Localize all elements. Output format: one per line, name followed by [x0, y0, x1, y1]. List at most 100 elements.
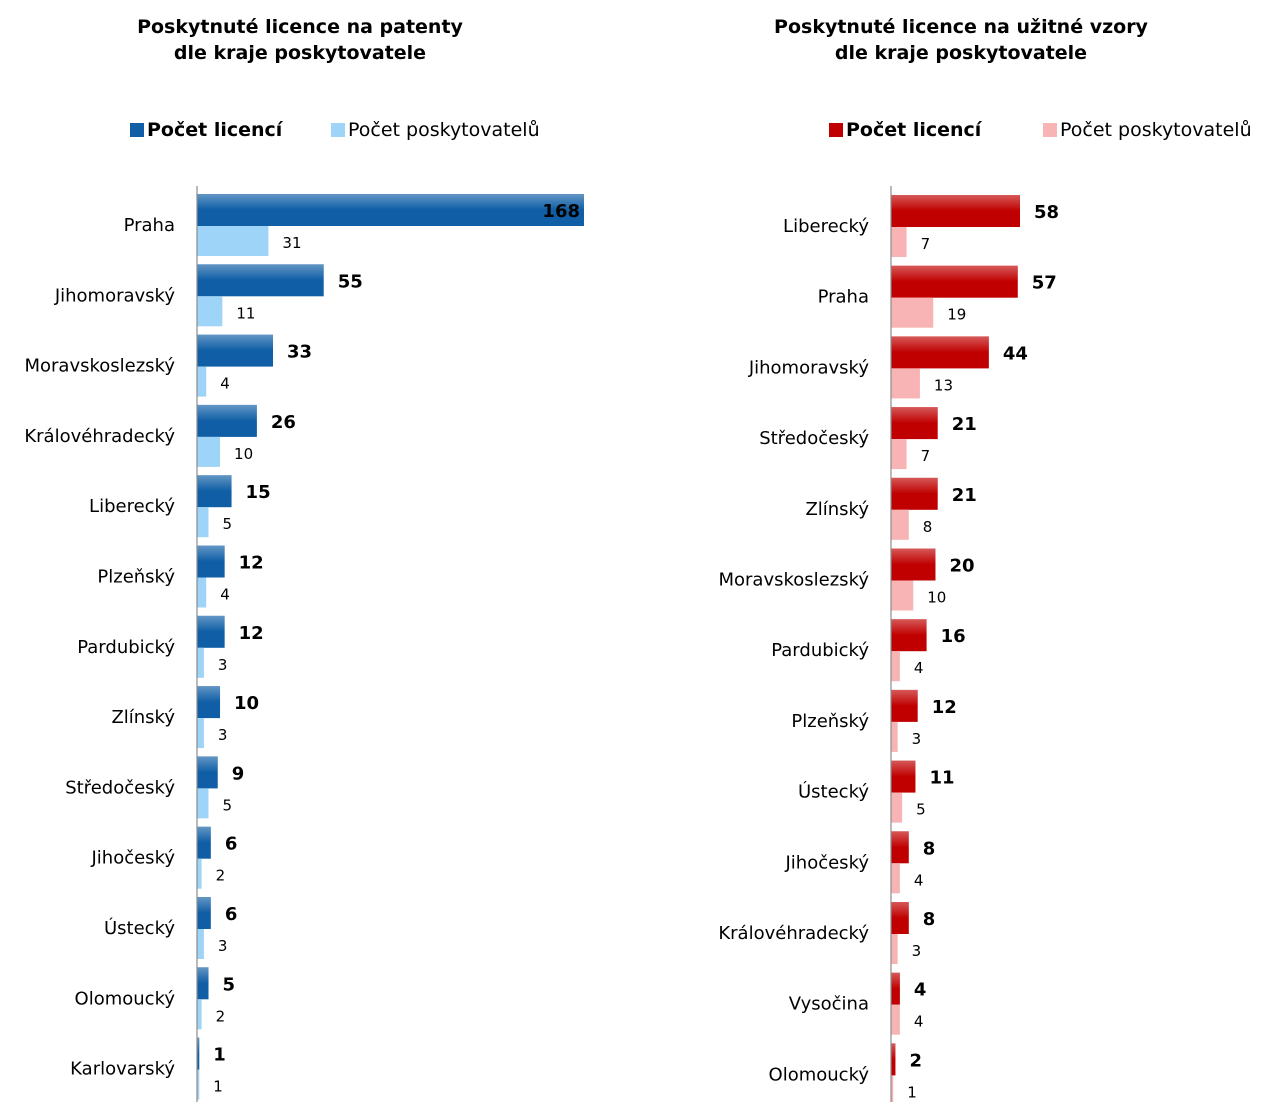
data-label-providers: 4: [220, 375, 230, 393]
data-label-licences: 6: [225, 834, 238, 855]
category-label: Ústecký: [104, 917, 175, 939]
category-label: Pardubický: [77, 637, 175, 658]
bar-shine: [197, 756, 218, 789]
data-label-providers: 7: [921, 447, 931, 465]
bar-providers: [891, 439, 907, 470]
bar-providers: [891, 509, 909, 540]
category-label: Plzeňský: [791, 711, 869, 732]
legend-swatch: [130, 123, 144, 137]
data-label-licences: 11: [929, 768, 954, 789]
legend-label: Počet poskytovatelů: [1060, 119, 1252, 141]
category-label: Moravskoslezský: [24, 356, 175, 377]
data-label-licences: 20: [949, 556, 974, 577]
bar-shine: [891, 477, 938, 510]
data-label-providers: 2: [216, 867, 226, 885]
legend-label: Počet poskytovatelů: [348, 119, 540, 141]
data-label-providers: 4: [914, 659, 924, 677]
bar-providers: [197, 1069, 200, 1100]
bar-shine: [197, 334, 274, 367]
data-label-providers: 1: [213, 1078, 223, 1096]
bar-shine: [891, 831, 909, 864]
bar-shine: [197, 194, 584, 226]
chart-title: Poskytnuté licence na užitné vzory dle k…: [774, 16, 1148, 64]
bar-shine: [891, 1043, 896, 1076]
bar-shine: [891, 336, 989, 369]
bar-providers: [891, 934, 898, 964]
bar-shine: [891, 760, 916, 793]
bar-shine: [197, 615, 225, 648]
data-label-licences: 16: [941, 626, 966, 647]
data-label-providers: 11: [236, 304, 255, 322]
legend-swatch: [331, 123, 345, 137]
category-label: Jihomoravský: [748, 357, 870, 378]
data-label-licences: 21: [952, 485, 977, 506]
data-label-providers: 13: [934, 376, 953, 394]
data-label-licences: 21: [952, 414, 977, 435]
data-label-providers: 3: [912, 730, 922, 748]
bar-shine: [197, 826, 211, 859]
bar-shine: [891, 265, 1018, 298]
legend-label: Počet licencí: [846, 119, 982, 141]
data-label-licences: 55: [338, 271, 363, 292]
bar-shine: [197, 967, 209, 1000]
data-label-providers: 19: [947, 306, 966, 324]
data-label-licences: 26: [271, 412, 296, 433]
bar-providers: [197, 577, 207, 608]
bar-shine: [197, 1037, 200, 1070]
data-label-licences: 12: [239, 623, 264, 644]
bar-shine: [891, 407, 938, 440]
bar-providers: [197, 788, 209, 819]
legend-item-licences: Počet licencí: [829, 119, 981, 141]
bar-providers: [891, 1004, 900, 1035]
category-label: Moravskoslezský: [718, 570, 869, 591]
bar-providers: [197, 366, 207, 397]
data-label-providers: 10: [234, 445, 253, 463]
bar-providers: [197, 647, 204, 678]
bar-providers: [197, 718, 204, 749]
data-label-licences: 12: [239, 553, 264, 574]
bar-providers: [197, 226, 269, 256]
data-label-licences: 57: [1032, 273, 1057, 294]
data-label-providers: 4: [914, 1013, 924, 1031]
bar-providers: [891, 368, 920, 399]
data-label-licences: 4: [914, 980, 927, 1001]
category-label: Středočeský: [65, 777, 175, 798]
data-label-providers: 3: [912, 942, 922, 960]
data-label-licences: 5: [223, 974, 236, 995]
data-label-providers: 2: [216, 1007, 226, 1025]
data-label-licences: 15: [246, 482, 271, 503]
data-label-licences: 1: [213, 1045, 226, 1066]
bar-shine: [891, 195, 1020, 227]
category-label: Jihočeský: [90, 848, 175, 869]
chart-title: Poskytnuté licence na patenty dle kraje …: [137, 16, 463, 64]
data-label-providers: 3: [218, 937, 228, 955]
bar-shine: [891, 619, 927, 652]
bar-shine: [891, 689, 918, 722]
data-label-providers: 3: [218, 726, 228, 744]
data-label-licences: 8: [923, 838, 936, 859]
data-label-licences: 8: [923, 909, 936, 930]
data-label-licences: 58: [1034, 202, 1059, 223]
bar-shine: [891, 972, 900, 1005]
data-label-licences: 6: [225, 904, 238, 925]
data-label-providers: 1: [907, 1083, 917, 1101]
data-label-providers: 3: [218, 656, 228, 674]
bar-shine: [197, 545, 225, 578]
category-label: Olomoucký: [769, 1064, 870, 1085]
category-label: Ústecký: [798, 781, 869, 803]
category-label: Vysočina: [789, 994, 869, 1015]
category-label: Jihomoravský: [54, 285, 176, 306]
data-label-licences: 44: [1003, 343, 1028, 364]
data-label-licences: 10: [234, 693, 259, 714]
bar-providers: [197, 436, 221, 467]
patent-licences-chart: Poskytnuté licence na patenty dle kraje …: [0, 0, 620, 1102]
legend-swatch: [1043, 123, 1057, 137]
bar-shine: [197, 264, 324, 297]
category-label: Zlínský: [111, 707, 175, 728]
bar-providers: [197, 858, 202, 889]
data-label-providers: 31: [282, 234, 301, 252]
category-label: Liberecký: [89, 496, 175, 517]
data-label-licences: 9: [232, 763, 245, 784]
category-label: Liberecký: [783, 216, 869, 237]
data-label-providers: 10: [927, 589, 946, 607]
